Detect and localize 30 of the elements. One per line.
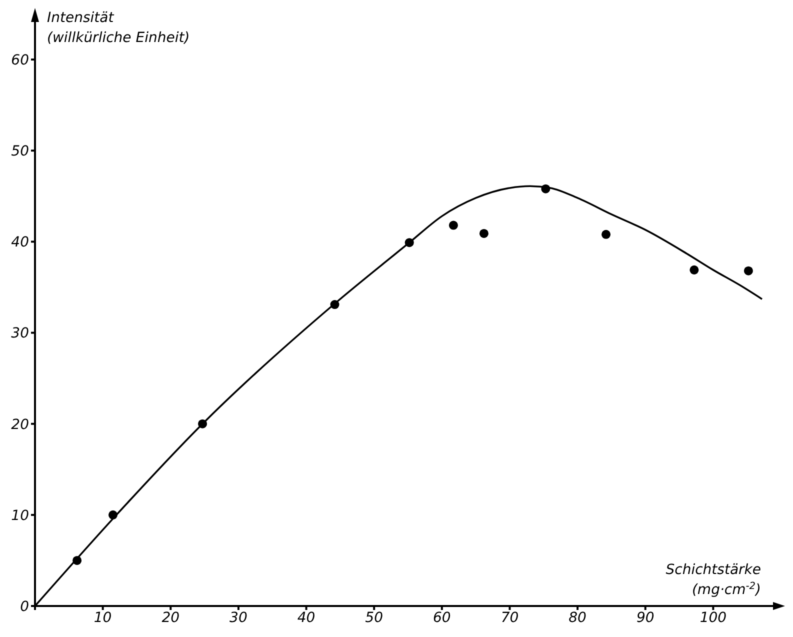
- point: [479, 228, 488, 238]
- x-tick-label: 100: [700, 610, 727, 626]
- point: [72, 556, 82, 565]
- x-axis-title: Schichtstärke (mg·cm$^{-2}$): [666, 562, 761, 598]
- x-tick-label: 20: [162, 610, 180, 626]
- y-tick-label: 40: [11, 234, 30, 251]
- x-tick-label: 40: [297, 610, 316, 626]
- point: [602, 230, 611, 239]
- y-tick-label: 0: [20, 598, 30, 615]
- x-tick-label: 80: [568, 610, 587, 626]
- x-tick-label: 50: [365, 610, 384, 626]
- x-tick-label: 30: [230, 610, 248, 626]
- y-tick-label: 20: [11, 416, 30, 433]
- point: [744, 266, 753, 276]
- point: [198, 419, 208, 428]
- point: [541, 184, 550, 194]
- y-tick-label: 10: [11, 508, 30, 524]
- x-tick-label: 70: [500, 610, 519, 626]
- point: [690, 265, 699, 274]
- x-tick-label: 60: [432, 610, 451, 626]
- point: [330, 300, 340, 310]
- y-tick-label: 60: [11, 52, 30, 69]
- x-tick-label: 10: [94, 610, 112, 626]
- point: [448, 220, 458, 230]
- point: [108, 510, 118, 520]
- y-tick-label: 50: [11, 144, 30, 160]
- y-axis-title: Intensität (willkürliche Einheit): [47, 10, 190, 46]
- y-tick-label: 30: [11, 326, 30, 342]
- x-tick-label: 90: [636, 610, 654, 626]
- point: [404, 238, 414, 248]
